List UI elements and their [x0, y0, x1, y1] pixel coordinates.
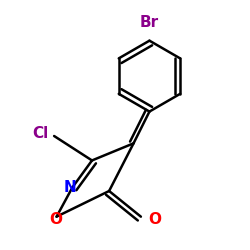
Text: N: N	[64, 180, 76, 195]
Text: O: O	[148, 212, 161, 226]
Text: Cl: Cl	[32, 126, 49, 141]
Text: O: O	[49, 212, 62, 226]
Text: Br: Br	[140, 15, 159, 30]
